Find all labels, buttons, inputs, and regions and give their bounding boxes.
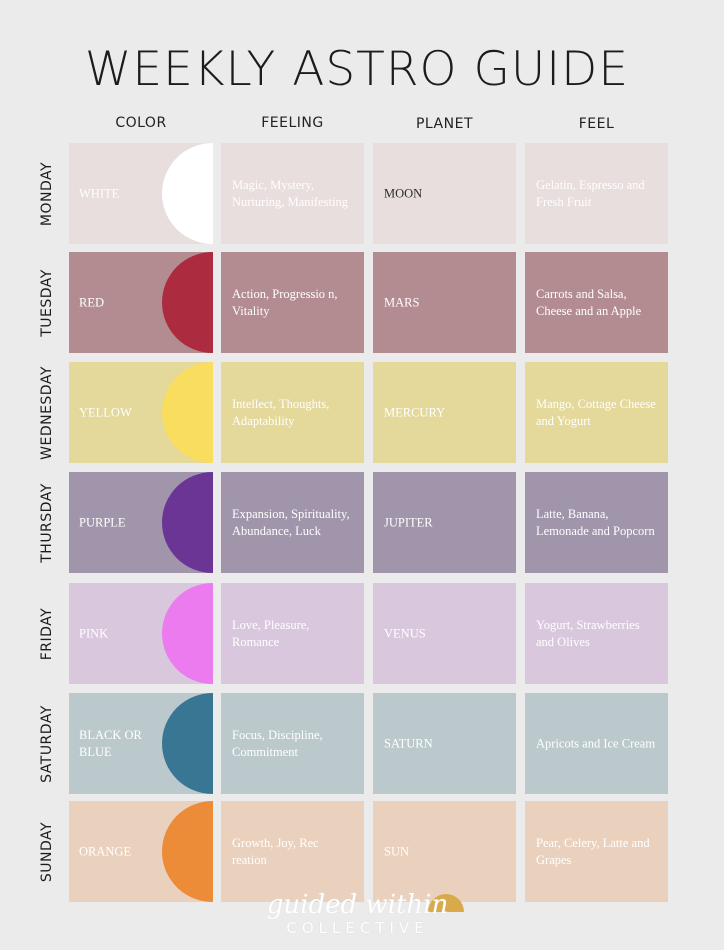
feel-cell: Yogurt, Strawberries and Olives xyxy=(525,583,668,684)
feeling-text: Intellect, Thoughts, Adaptability xyxy=(232,396,330,428)
planet-cell: MARS xyxy=(373,252,516,353)
planet-cell: JUPITER xyxy=(373,472,516,573)
day-label-text: SUNDAY xyxy=(39,821,55,882)
column-header-planet: PLANET xyxy=(415,116,473,132)
color-name: PINK xyxy=(79,626,109,640)
page-title: WEEKLY ASTRO GUIDE xyxy=(84,42,630,97)
feel-text: Pear, Celery, Latte and Grapes xyxy=(536,835,650,867)
column-header-feeling: FEELING xyxy=(261,115,324,131)
feel-text: Yogurt, Strawberries and Olives xyxy=(536,617,640,649)
color-cell: WHITE xyxy=(69,143,213,244)
feel-text: Carrots and Salsa, Cheese and an Apple xyxy=(536,286,642,318)
logo-script-text: guided within xyxy=(266,890,449,920)
day-label: WEDNESDAY xyxy=(33,362,61,463)
color-name: RED xyxy=(79,295,104,309)
color-swatch xyxy=(162,252,213,353)
day-label-text: FRIDAY xyxy=(39,607,55,660)
color-swatch xyxy=(162,583,213,684)
feel-cell: Apricots and Ice Cream xyxy=(525,693,668,794)
color-cell: RED xyxy=(69,252,213,353)
day-label-text: THURSDAY xyxy=(39,482,55,563)
color-swatch xyxy=(162,693,213,794)
table-row: MONDAY WHITE Magic, Mystery, Nurturing, … xyxy=(0,143,724,244)
feeling-text: Action, Progressio n, Vitality xyxy=(232,286,338,318)
color-cell: BLACK OR BLUE xyxy=(69,693,213,794)
column-header-color: COLOR xyxy=(115,115,167,131)
feeling-cell: Focus, Discipline, Commitment xyxy=(221,693,364,794)
day-label-text: SATURDAY xyxy=(39,704,55,783)
planet-cell: SUN xyxy=(373,801,516,902)
table-row: SATURDAY BLACK OR BLUE Focus, Discipline… xyxy=(0,693,724,794)
planet-text: MERCURY xyxy=(384,405,446,419)
feel-cell: Pear, Celery, Latte and Grapes xyxy=(525,801,668,902)
day-label: TUESDAY xyxy=(33,252,61,353)
day-label: MONDAY xyxy=(33,143,61,244)
feeling-cell: Expansion, Spirituality, Abundance, Luck xyxy=(221,472,364,573)
planet-text: SATURN xyxy=(384,736,433,750)
planet-text: MARS xyxy=(384,295,420,309)
planet-cell: MOON xyxy=(373,143,516,244)
feeling-cell: Action, Progressio n, Vitality xyxy=(221,252,364,353)
planet-cell: SATURN xyxy=(373,693,516,794)
planet-text: VENUS xyxy=(384,626,426,640)
color-swatch xyxy=(162,362,213,463)
planet-text: JUPITER xyxy=(384,515,433,529)
feel-text: Mango, Cottage Cheese and Yogurt xyxy=(536,396,656,428)
day-label: SATURDAY xyxy=(33,693,61,794)
table-row: FRIDAY PINK Love, Pleasure, Romance VENU… xyxy=(0,583,724,684)
feel-cell: Carrots and Salsa, Cheese and an Apple xyxy=(525,252,668,353)
color-name: WHITE xyxy=(79,186,120,200)
feeling-text: Love, Pleasure, Romance xyxy=(232,617,310,649)
feeling-text: Growth, Joy, Rec reation xyxy=(232,835,319,867)
feeling-text: Magic, Mystery, Nurturing, Manifesting xyxy=(232,177,348,209)
color-cell: ORANGE xyxy=(69,801,213,902)
table-row: TUESDAY RED Action, Progressio n, Vitali… xyxy=(0,252,724,353)
day-label-text: TUESDAY xyxy=(39,268,55,337)
color-swatch xyxy=(162,472,213,573)
feel-cell: Mango, Cottage Cheese and Yogurt xyxy=(525,362,668,463)
day-label: THURSDAY xyxy=(33,472,61,573)
feel-cell: Gelatin, Espresso and Fresh Fruit xyxy=(525,143,668,244)
day-label-text: WEDNESDAY xyxy=(39,365,55,460)
feeling-cell: Magic, Mystery, Nurturing, Manifesting xyxy=(221,143,364,244)
feeling-cell: Intellect, Thoughts, Adaptability xyxy=(221,362,364,463)
feeling-cell: Growth, Joy, Rec reation xyxy=(221,801,364,902)
feel-text: Apricots and Ice Cream xyxy=(536,736,656,750)
feel-cell: Latte, Banana, Lemonade and Popcorn xyxy=(525,472,668,573)
color-swatch xyxy=(162,801,213,902)
feeling-text: Focus, Discipline, Commitment xyxy=(232,727,323,759)
table-row: WEDNESDAY YELLOW Intellect, Thoughts, Ad… xyxy=(0,362,724,463)
table-row: THURSDAY PURPLE Expansion, Spirituality,… xyxy=(0,472,724,573)
table-row: SUNDAY ORANGE Growth, Joy, Rec reation S… xyxy=(0,801,724,902)
color-cell: PURPLE xyxy=(69,472,213,573)
color-cell: PINK xyxy=(69,583,213,684)
planet-text: SUN xyxy=(384,844,410,858)
color-cell: YELLOW xyxy=(69,362,213,463)
day-label-text: MONDAY xyxy=(39,161,55,226)
day-label: SUNDAY xyxy=(33,801,61,902)
brand-logo: guided within COLLECTIVE xyxy=(250,890,465,940)
color-name: PURPLE xyxy=(79,515,126,529)
planet-cell: MERCURY xyxy=(373,362,516,463)
color-name: ORANGE xyxy=(79,844,132,858)
feeling-cell: Love, Pleasure, Romance xyxy=(221,583,364,684)
planet-cell: VENUS xyxy=(373,583,516,684)
color-name: BLACK OR BLUE xyxy=(79,727,142,759)
feel-text: Latte, Banana, Lemonade and Popcorn xyxy=(536,506,655,538)
column-header-feel: FEEL xyxy=(578,116,615,132)
planet-text: MOON xyxy=(384,186,423,200)
logo-subtitle: COLLECTIVE xyxy=(286,919,429,937)
color-swatch xyxy=(162,143,213,244)
color-name: YELLOW xyxy=(79,405,132,419)
feel-text: Gelatin, Espresso and Fresh Fruit xyxy=(536,177,645,209)
feeling-text: Expansion, Spirituality, Abundance, Luck xyxy=(232,506,350,538)
day-label: FRIDAY xyxy=(33,583,61,684)
sun-icon xyxy=(428,894,464,912)
